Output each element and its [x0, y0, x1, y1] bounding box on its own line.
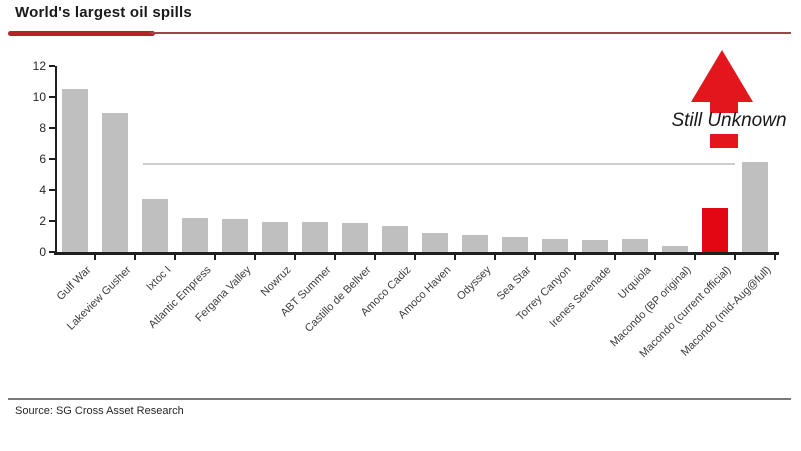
x-axis-tick — [254, 255, 256, 260]
up-arrow-tail-lower — [710, 134, 738, 148]
bar-torrey-canyon — [542, 238, 568, 252]
x-axis-tick — [734, 255, 736, 260]
y-axis-tick — [49, 96, 55, 98]
annotation-still-unknown: Still Unknown — [671, 110, 787, 131]
x-axis-tick — [774, 255, 776, 260]
y-axis-tick — [49, 251, 55, 253]
x-axis-tick — [574, 255, 576, 260]
bar-amoco-cadiz — [382, 225, 408, 252]
y-tick-label: 0 — [39, 245, 46, 259]
title-underline-thin — [150, 32, 791, 34]
chart-title: World's largest oil spills — [15, 4, 192, 21]
bar-nowruz — [262, 221, 288, 252]
x-axis-tick — [294, 255, 296, 260]
bar-irenes-serenade — [582, 239, 608, 252]
x-axis-tick — [374, 255, 376, 260]
bar-urquiola — [622, 238, 648, 252]
x-axis-tick — [654, 255, 656, 260]
x-axis-tick — [94, 255, 96, 260]
y-axis-tick — [49, 158, 55, 160]
bar-lakeview-gusher — [102, 112, 128, 252]
bar-macondo-bp-original — [662, 245, 688, 252]
footer-divider — [8, 398, 791, 400]
bar-macondo-current-official — [702, 207, 728, 252]
y-axis-tick — [49, 189, 55, 191]
up-arrow-icon — [691, 50, 753, 102]
x-axis-tick — [334, 255, 336, 260]
y-tick-label: 8 — [39, 121, 46, 135]
bar-abt-summer — [302, 221, 328, 252]
y-axis-tick — [49, 220, 55, 222]
bar-gulf-war — [62, 89, 88, 252]
x-axis-tick — [454, 255, 456, 260]
bar-macondo-mid-aug-full — [742, 162, 768, 252]
y-tick-label: 2 — [39, 214, 46, 228]
bar-castillo-de-bellver — [342, 222, 368, 252]
x-axis-tick — [614, 255, 616, 260]
bar-amoco-haven — [422, 232, 448, 252]
y-axis-tick — [49, 65, 55, 67]
up-arrow-tail-upper — [710, 100, 738, 113]
x-axis-tick — [494, 255, 496, 260]
bar-odyssey — [462, 234, 488, 252]
x-axis-tick — [534, 255, 536, 260]
x-axis-tick — [694, 255, 696, 260]
title-underline-thick — [8, 31, 155, 36]
x-axis-tick — [414, 255, 416, 260]
y-axis-tick — [49, 127, 55, 129]
y-tick-label: 12 — [32, 59, 46, 73]
y-tick-label: 6 — [39, 152, 46, 166]
y-tick-label: 10 — [32, 90, 46, 104]
y-tick-label: 4 — [39, 183, 46, 197]
x-axis-tick — [174, 255, 176, 260]
source-note: Source: SG Cross Asset Research — [15, 405, 184, 417]
y-axis — [55, 66, 57, 254]
bar-sea-star — [502, 236, 528, 252]
x-axis-tick — [134, 255, 136, 260]
reference-line — [143, 162, 735, 165]
x-axis — [54, 252, 779, 255]
bar-fergana-valley — [222, 219, 248, 252]
x-axis-tick — [214, 255, 216, 260]
bar-atlantic-empress — [182, 217, 208, 252]
bar-ixtoc-i — [142, 199, 168, 252]
